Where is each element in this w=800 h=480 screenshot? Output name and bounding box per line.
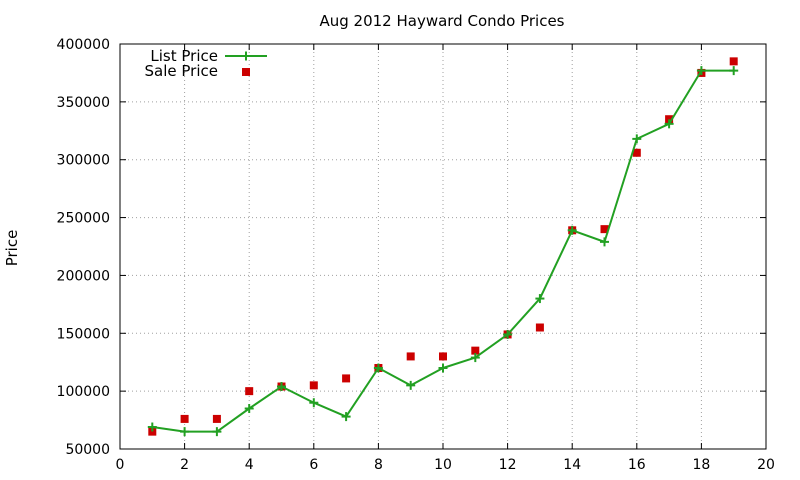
y-tick-label: 150000 bbox=[57, 326, 110, 342]
list-price-point bbox=[600, 237, 609, 247]
list-price-point bbox=[567, 225, 577, 235]
x-tick-label: 18 bbox=[692, 457, 710, 473]
sale-price-point bbox=[471, 346, 480, 355]
chart-title: Aug 2012 Hayward Condo Prices bbox=[319, 12, 564, 30]
y-tick-label: 350000 bbox=[57, 95, 110, 111]
x-tick-label: 16 bbox=[628, 457, 646, 473]
list-price-point bbox=[632, 134, 642, 144]
sale-price-point bbox=[729, 57, 738, 66]
list-price-point bbox=[180, 427, 190, 437]
sale-price-point bbox=[309, 381, 318, 390]
y-tick-label: 300000 bbox=[57, 153, 110, 169]
legend-list-price-label: List Price bbox=[150, 47, 218, 65]
x-tick-labels: 0 2 4 6 8 10 12 14 16 18 20 bbox=[116, 457, 775, 473]
sale-price-point bbox=[245, 387, 254, 396]
list-price-point bbox=[729, 66, 739, 76]
list-price-point bbox=[373, 363, 383, 373]
y-tick-labels: 50000 100000 150000 200000 250000 300000 35000… bbox=[57, 37, 110, 458]
list-price-point bbox=[309, 398, 319, 408]
y-tick-label: 400000 bbox=[57, 37, 110, 53]
x-tick-label: 10 bbox=[434, 457, 452, 473]
x-tick-label: 14 bbox=[563, 457, 581, 473]
list-price-point bbox=[535, 294, 545, 304]
y-tick-label: 200000 bbox=[57, 268, 110, 284]
list-price-point bbox=[438, 363, 448, 373]
list-price-point bbox=[696, 66, 706, 76]
sale-price-point bbox=[535, 323, 544, 332]
list-price-series bbox=[147, 66, 739, 437]
x-tick-label: 4 bbox=[245, 457, 254, 473]
y-tick-label: 50000 bbox=[65, 442, 110, 458]
sale-price-point bbox=[632, 148, 641, 157]
list-price-point bbox=[212, 427, 222, 437]
sale-price-point bbox=[600, 225, 609, 234]
list-price-point bbox=[470, 353, 480, 363]
axis-ticks bbox=[119, 43, 767, 450]
list-price-point bbox=[406, 380, 416, 390]
y-tick-label: 250000 bbox=[57, 211, 110, 227]
list-price-point bbox=[147, 422, 157, 432]
series-layer bbox=[147, 57, 739, 437]
sale-price-point bbox=[439, 352, 447, 361]
legend-list-price-marker bbox=[241, 51, 251, 61]
y-tick-label: 100000 bbox=[57, 384, 110, 400]
sale-price-point bbox=[212, 414, 221, 423]
legend-sale-price-label: Sale Price bbox=[145, 62, 218, 80]
sale-price-point bbox=[406, 352, 415, 361]
list-price-point bbox=[664, 119, 674, 129]
list-price-point bbox=[341, 412, 351, 422]
x-tick-label: 6 bbox=[309, 457, 318, 473]
sale-price-point bbox=[148, 427, 157, 436]
sale-price-point bbox=[180, 414, 189, 423]
list-price-point bbox=[244, 404, 254, 413]
sale-price-point bbox=[665, 115, 674, 124]
x-tick-label: 12 bbox=[499, 457, 517, 473]
sale-price-point bbox=[342, 374, 351, 383]
legend-sale-price-marker bbox=[242, 68, 250, 76]
y-axis-label: Price bbox=[3, 230, 21, 267]
x-tick-label: 0 bbox=[116, 457, 125, 473]
x-tick-label: 2 bbox=[180, 457, 189, 473]
list-price-point bbox=[277, 382, 286, 392]
list-price-point bbox=[503, 329, 513, 339]
x-tick-label: 8 bbox=[374, 457, 383, 473]
legend: List Price Sale Price bbox=[145, 47, 267, 80]
x-tick-label: 20 bbox=[757, 457, 775, 473]
